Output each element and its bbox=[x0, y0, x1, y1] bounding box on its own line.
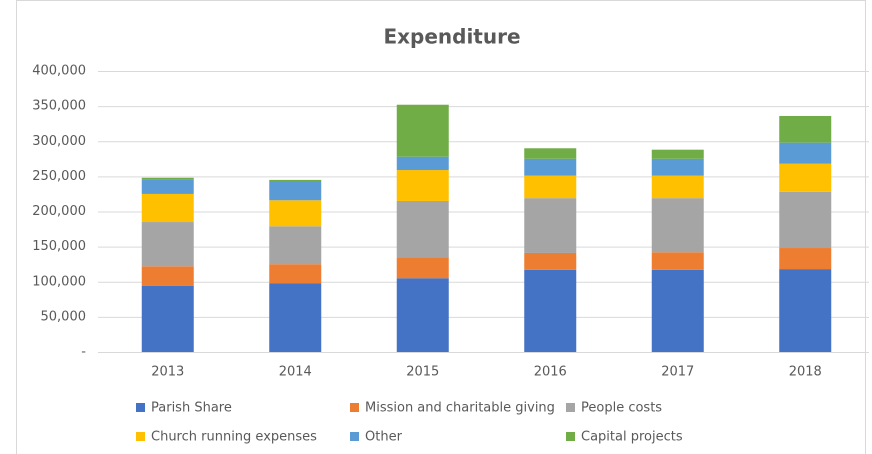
legend-label: Other bbox=[365, 430, 403, 445]
y-tick-label: 100,000 bbox=[32, 274, 86, 289]
bar-segment bbox=[141, 193, 194, 223]
bar-segment bbox=[269, 283, 322, 352]
bar-segment bbox=[396, 257, 449, 279]
bar-segment bbox=[524, 252, 577, 270]
x-tick-label: 2014 bbox=[279, 365, 312, 380]
bar-segment bbox=[269, 226, 322, 265]
legend-swatch bbox=[350, 403, 359, 412]
bar-segment bbox=[141, 266, 194, 286]
y-tick-label: 200,000 bbox=[32, 204, 86, 219]
bar-segment bbox=[779, 163, 832, 192]
bar-segment bbox=[141, 222, 194, 267]
legend-swatch bbox=[566, 432, 575, 441]
bar-segment bbox=[396, 104, 449, 157]
bar-segment bbox=[651, 149, 704, 159]
bar-segment bbox=[651, 158, 704, 176]
bar-segment bbox=[651, 198, 704, 253]
bar-segment bbox=[524, 158, 577, 176]
y-tick-label: 250,000 bbox=[32, 169, 86, 184]
legend-swatch bbox=[136, 432, 145, 441]
legend-swatch bbox=[136, 403, 145, 412]
bar-segment bbox=[779, 248, 832, 270]
legend-label: People costs bbox=[581, 401, 662, 416]
y-tick-label: 400,000 bbox=[32, 64, 86, 79]
legend-swatch bbox=[566, 403, 575, 412]
bar-segment bbox=[524, 198, 577, 253]
legend-label: Capital projects bbox=[581, 430, 683, 445]
legend-label: Parish Share bbox=[151, 401, 232, 416]
x-tick-label: 2018 bbox=[789, 365, 822, 380]
bar-segment bbox=[396, 156, 449, 171]
bar-segment bbox=[651, 175, 704, 199]
bar-segment bbox=[651, 252, 704, 270]
legend-label: Mission and charitable giving bbox=[365, 401, 555, 416]
bar-segment bbox=[779, 142, 832, 164]
bar-segment bbox=[141, 177, 194, 180]
y-tick-label: - bbox=[81, 345, 86, 360]
bar-segment bbox=[779, 115, 832, 143]
bar-segment bbox=[396, 170, 449, 201]
x-tick-label: 2016 bbox=[534, 365, 567, 380]
bar-segment bbox=[524, 269, 577, 352]
y-tick-label: 150,000 bbox=[32, 239, 86, 254]
bar-segment bbox=[141, 285, 194, 352]
x-tick-label: 2015 bbox=[406, 365, 439, 380]
legend-label: Church running expenses bbox=[151, 430, 317, 445]
chart-title: Expenditure bbox=[383, 25, 520, 49]
bar-segment bbox=[779, 191, 832, 249]
bar-segment bbox=[269, 264, 322, 284]
bar-segment bbox=[779, 269, 832, 352]
x-tick-label: 2013 bbox=[151, 365, 184, 380]
bar-segment bbox=[524, 175, 577, 199]
bar-segment bbox=[396, 200, 449, 258]
bar-segment bbox=[524, 148, 577, 159]
legend-swatch bbox=[350, 432, 359, 441]
bar-segment bbox=[141, 179, 194, 194]
y-tick-label: 50,000 bbox=[41, 309, 87, 324]
bar-segment bbox=[651, 269, 704, 352]
x-tick-label: 2017 bbox=[661, 365, 694, 380]
y-tick-label: 300,000 bbox=[32, 134, 86, 149]
y-tick-label: 350,000 bbox=[32, 99, 86, 114]
bar-segment bbox=[269, 200, 322, 227]
bar-segment bbox=[396, 278, 449, 352]
bar-segment bbox=[269, 179, 322, 182]
bar-segment bbox=[269, 181, 322, 201]
